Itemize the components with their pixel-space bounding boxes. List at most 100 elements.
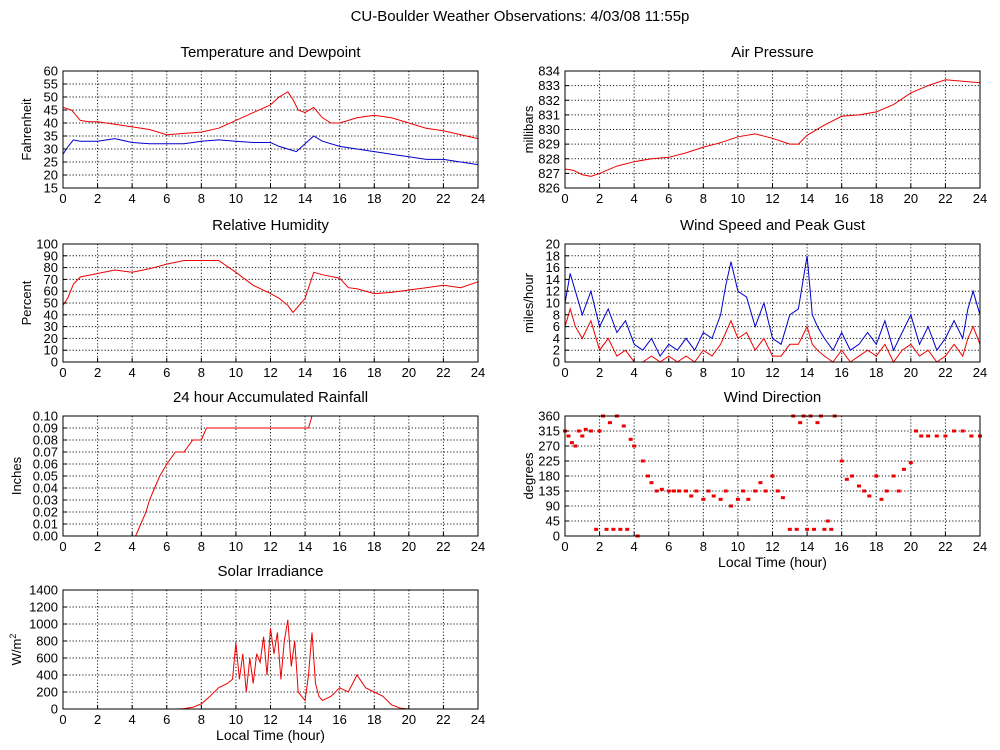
y-tick-label: 20 xyxy=(44,331,58,346)
chart-title: Relative Humidity xyxy=(212,217,329,234)
y-axis-label-superscript: 2 xyxy=(8,634,18,639)
scatter-point xyxy=(611,527,616,531)
x-tick-label: 18 xyxy=(367,539,381,554)
scatter-point xyxy=(856,484,861,488)
y-tick-label: 0.00 xyxy=(33,529,58,544)
y-tick-label: 90 xyxy=(546,499,560,514)
scatter-point xyxy=(896,489,901,493)
x-tick-label: 0 xyxy=(561,191,568,206)
x-tick-label: 8 xyxy=(198,712,205,727)
x-tick-label: 14 xyxy=(298,539,312,554)
scatter-point xyxy=(798,421,803,425)
y-tick-label: 55 xyxy=(44,77,58,92)
x-tick-label: 22 xyxy=(436,365,450,380)
x-tick-label: 16 xyxy=(834,365,848,380)
scatter-point xyxy=(839,459,844,463)
x-tick-label: 18 xyxy=(367,365,381,380)
scatter-point xyxy=(812,527,816,531)
x-tick-label: 0 xyxy=(59,712,66,727)
x-tick-label: 16 xyxy=(834,191,848,206)
x-tick-label: 8 xyxy=(700,191,707,206)
y-tick-label: 832 xyxy=(538,93,560,108)
x-tick-label: 20 xyxy=(402,712,416,727)
scatter-point xyxy=(701,497,706,501)
x-tick-label: 14 xyxy=(800,365,814,380)
y-tick-label: 0 xyxy=(51,702,58,717)
x-tick-label: 4 xyxy=(129,365,136,380)
scatter-point xyxy=(770,474,775,478)
y-tick-label: 0.06 xyxy=(33,457,58,472)
scatter-point xyxy=(580,434,585,438)
scatter-point xyxy=(874,474,879,478)
scatter-point xyxy=(822,527,827,531)
y-tick-label: 834 xyxy=(538,64,560,79)
x-tick-label: 18 xyxy=(367,191,381,206)
y-tick-label: 20 xyxy=(44,168,58,183)
y-tick-label: 25 xyxy=(44,155,58,170)
x-tick-label: 20 xyxy=(904,365,918,380)
y-tick-label: 315 xyxy=(538,424,560,439)
scatter-point xyxy=(787,527,792,531)
y-tick-label: 600 xyxy=(36,651,58,666)
scatter-point xyxy=(646,474,650,478)
chart-title: Solar Irradiance xyxy=(218,563,324,580)
x-tick-label: 22 xyxy=(938,191,952,206)
x-tick-label: 4 xyxy=(129,539,136,554)
scatter-point xyxy=(758,481,763,485)
y-tick-label: 270 xyxy=(538,439,560,454)
y-tick-label: 10 xyxy=(44,343,58,358)
scatter-point xyxy=(746,497,751,501)
x-tick-label: 18 xyxy=(869,191,883,206)
scatter-point xyxy=(694,489,699,493)
y-tick-label: 400 xyxy=(36,668,58,683)
scatter-point xyxy=(625,527,630,531)
x-tick-label: 22 xyxy=(436,191,450,206)
x-tick-label: 24 xyxy=(973,539,987,554)
y-tick-label: 18 xyxy=(546,248,560,263)
y-tick-label: 45 xyxy=(546,514,560,529)
scatter-point xyxy=(649,481,654,485)
x-tick-label: 18 xyxy=(869,365,883,380)
scatter-point xyxy=(952,429,957,433)
x-tick-label: 24 xyxy=(973,365,987,380)
x-tick-label: 22 xyxy=(436,712,450,727)
scatter-point xyxy=(569,441,574,445)
y-tick-label: 800 xyxy=(36,634,58,649)
x-tick-label: 14 xyxy=(800,539,814,554)
x-tick-label: 0 xyxy=(561,539,568,554)
x-tick-label: 0 xyxy=(59,191,66,206)
x-tick-label: 12 xyxy=(263,365,277,380)
x-tick-label: 16 xyxy=(332,191,346,206)
y-tick-label: 40 xyxy=(44,116,58,131)
scatter-point xyxy=(969,434,974,438)
scatter-point xyxy=(566,434,571,438)
scatter-point xyxy=(960,429,965,433)
series-line-red xyxy=(63,619,478,710)
scatter-point xyxy=(934,434,939,438)
y-tick-label: 225 xyxy=(538,454,560,469)
x-tick-label: 10 xyxy=(229,539,243,554)
x-tick-label: 22 xyxy=(938,539,952,554)
y-tick-label: 6 xyxy=(553,319,560,334)
x-tick-label: 6 xyxy=(665,191,672,206)
y-axis-label: W/m2 xyxy=(8,634,24,666)
scatter-point xyxy=(805,527,810,531)
scatter-point xyxy=(576,429,581,433)
x-tick-label: 12 xyxy=(263,191,277,206)
scatter-point xyxy=(753,489,758,493)
scatter-point xyxy=(844,477,849,481)
series-line-red xyxy=(62,260,479,314)
x-tick-label: 24 xyxy=(471,191,485,206)
series-line-red xyxy=(63,415,478,537)
scatter-point xyxy=(914,429,919,433)
y-tick-label: 80 xyxy=(44,260,58,275)
y-tick-label: 40 xyxy=(44,307,58,322)
y-tick-label: 2 xyxy=(553,343,560,358)
x-tick-label: 10 xyxy=(229,191,243,206)
y-tick-label: 90 xyxy=(44,248,58,263)
